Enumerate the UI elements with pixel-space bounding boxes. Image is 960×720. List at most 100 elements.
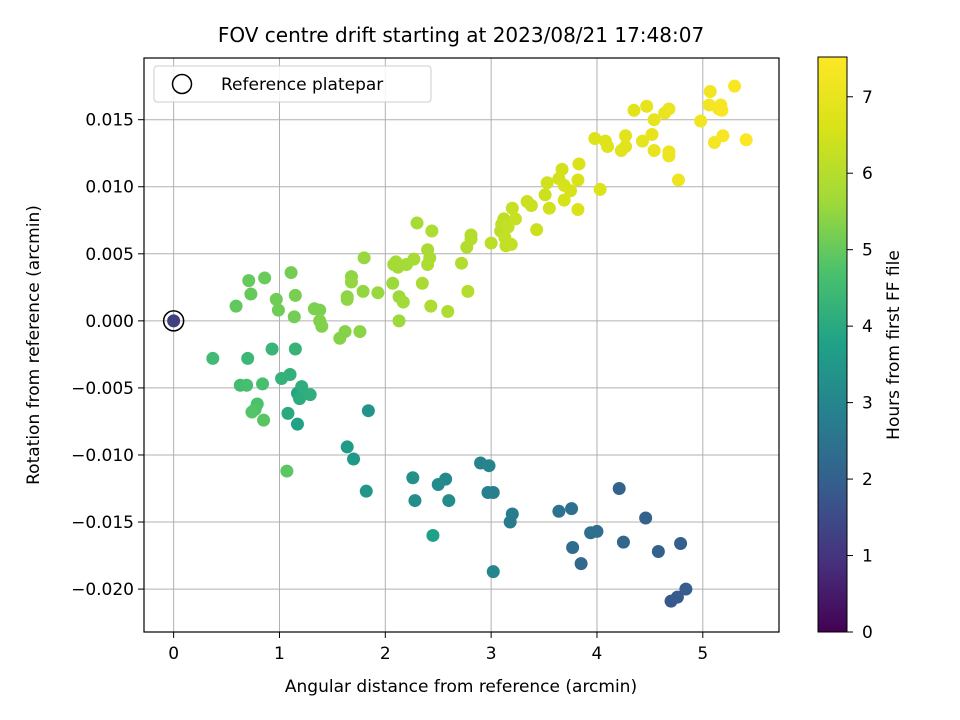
data-point [679,582,693,596]
data-point [269,292,283,306]
data-point [571,203,585,217]
data-point [703,85,717,99]
data-point [590,524,604,538]
colorbar-tick-label: 1 [862,547,873,567]
data-point [356,284,370,298]
data-point [716,129,730,143]
data-point [280,464,294,478]
data-point [728,79,742,93]
data-point [574,557,588,571]
legend-box [153,65,432,103]
y-tick-label: −0.010 [71,446,134,466]
data-point [715,103,729,117]
data-point [303,388,317,402]
data-point [353,325,367,339]
data-point [557,193,571,207]
data-point [508,212,522,226]
legend: Reference platepar [153,65,432,103]
colorbar-tick-label: 6 [862,164,873,184]
y-tick-label: −0.015 [71,513,134,533]
data-point [406,471,420,485]
data-point [739,133,753,147]
data-point [287,310,301,324]
x-axis-label: Angular distance from reference (arcmin) [285,677,637,697]
colorbar-gradient [817,56,848,633]
colorbar-tick-label: 5 [862,241,873,261]
data-point [206,351,220,365]
data-point [257,413,271,427]
data-point [601,140,615,154]
data-point [295,380,309,394]
data-point [486,565,500,579]
data-point [612,482,626,495]
y-ticks: −0.020 −0.015 −0.010 −0.005 0.000 0.005 0.010 0… [71,111,144,600]
data-point [396,295,410,309]
data-point [281,406,295,420]
colorbar-tick-label: 4 [862,317,873,337]
colorbar-tick-label: 3 [862,394,873,414]
data-point [670,590,684,604]
data-point [424,299,438,313]
data-point [662,149,676,163]
reference-platepar-marker [162,310,185,332]
data-point [627,103,641,117]
data-point [357,251,371,265]
data-point [571,173,585,187]
data-point [482,459,496,473]
data-point [431,477,445,491]
data-point [619,140,633,154]
plot-area-frame [143,57,780,633]
data-point [361,404,375,418]
data-point [389,255,403,269]
data-point [442,494,456,508]
data-point [425,224,439,238]
data-point [538,188,552,202]
data-point [566,541,580,555]
chart-title: FOV centre drift starting at 2023/08/21 … [218,23,704,47]
data-point [564,184,578,198]
data-point [271,303,285,317]
data-point [315,319,329,333]
data-point [635,134,649,148]
data-point [619,129,633,143]
x-tick-label: 0 [168,644,179,664]
data-point [290,417,304,431]
colorbar-ticks: 0 1 2 3 4 5 6 7 [847,88,873,643]
data-point [421,258,435,272]
data-point [359,484,373,498]
data-point [524,199,538,213]
x-tick-label: 2 [380,644,391,664]
data-point [415,276,429,290]
reference-layer [162,310,185,332]
data-point [288,288,302,302]
data-point [455,256,468,270]
data-point [241,351,255,365]
data-point [694,114,708,128]
data-point [674,536,688,550]
data-point [530,223,544,237]
legend-reference-marker [171,73,193,95]
data-point [386,276,400,290]
data-point [371,286,385,300]
data-point [167,314,181,328]
data-point [288,342,302,356]
data-point [229,299,243,313]
data-point [244,287,258,301]
data-point [647,113,661,127]
x-tick-label: 1 [274,644,285,664]
data-point [639,511,653,525]
data-point [662,102,676,116]
data-point [481,486,495,500]
x-ticks: 0 1 2 3 4 5 [168,632,708,664]
data-point [505,201,519,215]
data-point [588,131,602,145]
y-tick-label: 0.000 [85,312,134,332]
y-tick-label: 0.010 [85,178,134,198]
data-point [552,504,566,518]
y-tick-label: −0.020 [71,580,134,600]
data-points [167,79,753,608]
x-tick-label: 3 [486,644,497,664]
x-tick-label: 5 [697,644,708,664]
data-point [640,99,654,113]
